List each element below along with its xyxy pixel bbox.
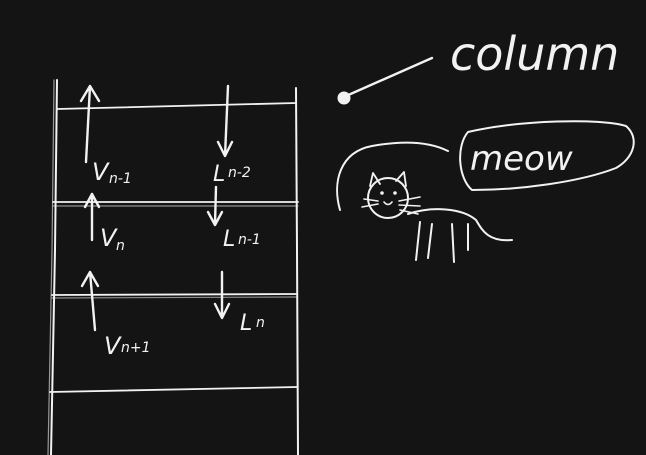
liquid-label-sub: n [256,315,265,331]
column-callout: column [337,27,619,105]
vapor-label-sub: n [116,238,125,254]
cat-mouth [383,201,393,206]
liquid-down-arrow [213,270,231,320]
speech-bubble: meow [459,120,635,191]
cat-face [367,177,409,219]
cat-eye-left [380,191,384,195]
cat-legs [415,221,469,263]
liquid-label-main: L [223,227,235,252]
liquid-label-main: L [240,311,252,336]
vapor-label-main: V [92,158,110,186]
column-right-wall [295,87,299,455]
column-left-wall-inner [47,79,55,455]
cat-eye-right [393,191,397,195]
tray-line [56,102,297,110]
cat-whiskers [361,196,421,215]
vapor-label-main: V [104,332,122,360]
vapor-label-sub: n+1 [121,340,151,356]
stage-2: V n L n-1 [83,185,261,254]
vapor-up-arrow [83,192,101,242]
callout-label: column [450,27,619,81]
column-walls [47,79,299,455]
cat-ears [369,171,407,187]
stage-1: V n-1 L n-2 [79,84,251,187]
vapor-up-arrow [79,84,101,164]
vapor-up-arrow [80,270,100,332]
column-left-wall [50,79,58,455]
liquid-down-arrow [206,185,224,227]
speech-bubble-outline [459,120,635,191]
liquid-label-main: L [213,162,225,187]
cat-tail [336,141,449,211]
tray-line [51,293,298,296]
stage-3: V n+1 L n [80,270,265,360]
tray-line [49,386,298,393]
callout-dot [337,91,351,105]
cat-doodle [336,141,513,263]
tray-line-double [51,296,298,299]
vapor-label-main: V [100,224,118,252]
cat-back [407,208,513,242]
liquid-down-arrow [216,84,234,158]
speech-bubble-text: meow [470,139,573,179]
vapor-label-sub: n-1 [109,171,132,187]
liquid-label-sub: n-2 [228,165,251,181]
liquid-label-sub: n-1 [238,232,261,248]
callout-leader-line [344,56,434,98]
